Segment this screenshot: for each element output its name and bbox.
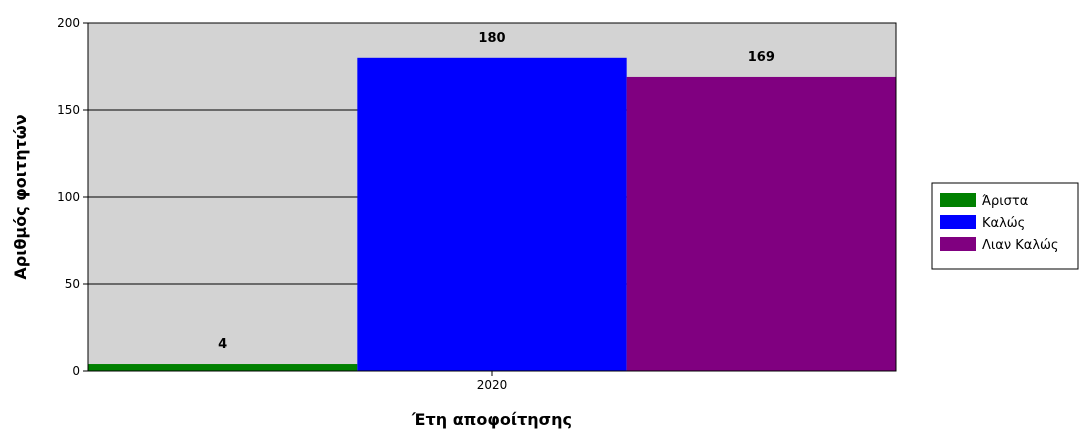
y-tick-label: 200	[57, 16, 80, 30]
y-tick-label: 50	[65, 277, 80, 291]
bar-2	[357, 57, 627, 372]
y-tick-label: 0	[72, 364, 80, 378]
legend: Άριστα Καλώς Λιαν Καλώς	[931, 182, 1079, 270]
legend-label: Λιαν Καλώς	[982, 238, 1059, 253]
data-labels: 4 180 169	[218, 31, 775, 352]
legend-label: Καλώς	[982, 216, 1025, 231]
y-axis-ticks: 0 50 100 150 200	[57, 16, 88, 378]
legend-swatch	[940, 193, 976, 207]
data-label: 169	[748, 50, 775, 65]
x-tick-label: 2020	[477, 378, 508, 392]
bar-3	[626, 76, 896, 371]
legend-swatch	[940, 215, 976, 229]
data-label: 4	[218, 337, 227, 352]
bar-1	[88, 364, 358, 371]
y-tick-label: 150	[57, 103, 80, 117]
y-axis-title: Αριθμός φοιτητών	[11, 114, 30, 279]
bars	[88, 57, 896, 372]
x-axis-ticks: 2020	[477, 371, 508, 392]
legend-label: Άριστα	[982, 194, 1028, 209]
y-tick-label: 100	[57, 190, 80, 204]
x-axis-title: Έτη αποφοίτησης	[411, 410, 572, 429]
data-label: 180	[478, 31, 505, 46]
legend-swatch	[940, 237, 976, 251]
